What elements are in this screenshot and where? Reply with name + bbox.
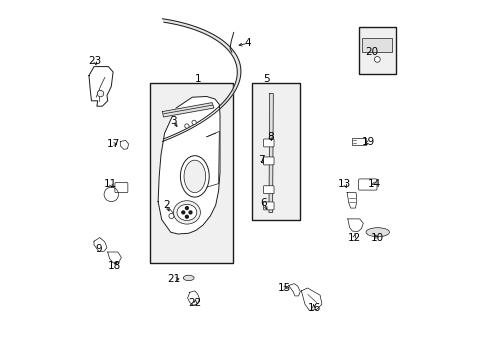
Polygon shape	[94, 238, 107, 251]
Polygon shape	[301, 288, 321, 310]
Polygon shape	[158, 96, 220, 234]
Polygon shape	[347, 219, 363, 231]
Text: 17: 17	[106, 139, 120, 149]
Text: 2: 2	[163, 200, 169, 210]
Ellipse shape	[180, 156, 209, 197]
Circle shape	[185, 207, 188, 210]
Bar	[362, 38, 391, 52]
Text: 12: 12	[347, 233, 360, 243]
Text: 21: 21	[167, 274, 181, 284]
Polygon shape	[288, 284, 300, 296]
Polygon shape	[120, 140, 128, 149]
Text: 16: 16	[307, 303, 320, 313]
Polygon shape	[268, 94, 273, 212]
Text: 5: 5	[262, 74, 269, 84]
Ellipse shape	[183, 275, 194, 281]
Ellipse shape	[177, 204, 196, 220]
Bar	[149, 83, 232, 263]
Circle shape	[189, 211, 192, 214]
Circle shape	[185, 215, 188, 218]
FancyBboxPatch shape	[115, 183, 127, 193]
Circle shape	[168, 213, 174, 219]
Text: 15: 15	[277, 283, 290, 293]
Text: 6: 6	[260, 198, 266, 208]
Text: 4: 4	[244, 38, 251, 48]
Text: 18: 18	[108, 261, 122, 271]
FancyBboxPatch shape	[263, 157, 273, 165]
Text: 7: 7	[258, 155, 264, 165]
Bar	[351, 138, 366, 145]
Text: 19: 19	[361, 137, 375, 147]
Text: 11: 11	[104, 179, 117, 189]
Polygon shape	[162, 103, 213, 117]
Text: 1: 1	[194, 74, 201, 84]
Circle shape	[374, 57, 380, 62]
Text: 20: 20	[365, 47, 378, 57]
Bar	[358, 27, 396, 74]
FancyBboxPatch shape	[358, 179, 376, 190]
Circle shape	[182, 211, 184, 214]
Polygon shape	[187, 291, 199, 305]
Ellipse shape	[183, 160, 205, 193]
Text: 14: 14	[366, 179, 380, 189]
Text: 8: 8	[266, 132, 273, 142]
FancyBboxPatch shape	[263, 139, 273, 147]
Polygon shape	[162, 19, 241, 141]
FancyBboxPatch shape	[263, 186, 273, 194]
Circle shape	[97, 90, 103, 97]
Circle shape	[192, 120, 196, 125]
FancyBboxPatch shape	[263, 202, 273, 210]
Text: 3: 3	[169, 116, 176, 126]
Text: 22: 22	[188, 298, 202, 308]
Polygon shape	[346, 193, 356, 208]
Polygon shape	[107, 252, 121, 263]
Bar	[251, 83, 300, 220]
Text: 23: 23	[88, 56, 102, 66]
Text: 9: 9	[95, 244, 102, 255]
Circle shape	[184, 124, 189, 128]
Text: 13: 13	[337, 179, 350, 189]
Polygon shape	[89, 67, 113, 106]
Ellipse shape	[365, 228, 388, 237]
Ellipse shape	[173, 201, 200, 224]
Text: 10: 10	[370, 233, 383, 243]
